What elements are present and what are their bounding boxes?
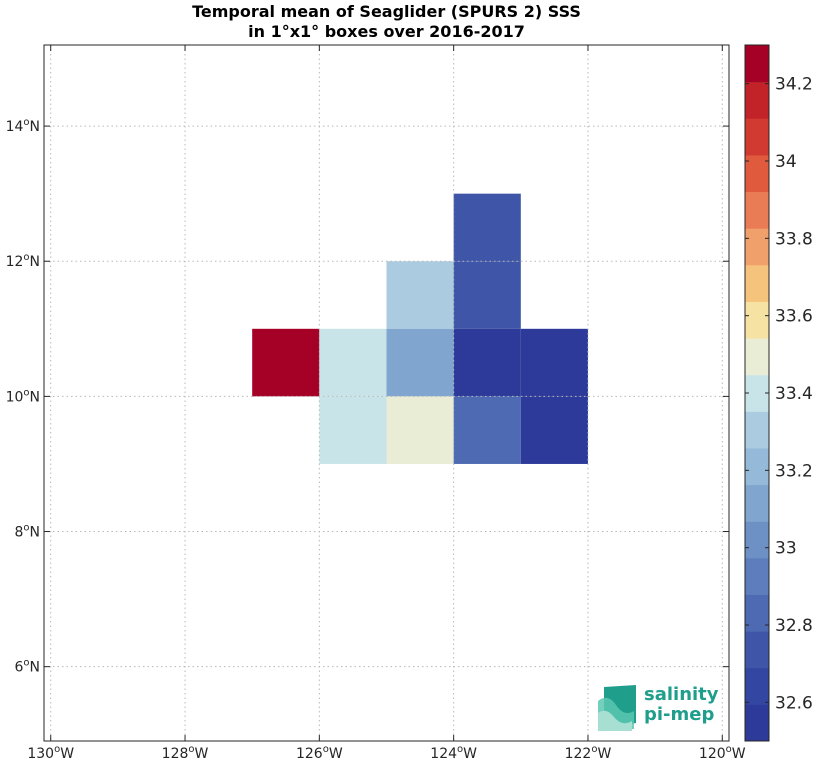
colorbar-swatch-12 (745, 264, 769, 302)
colorbar-tick-label-2: 33 (775, 539, 797, 559)
salinity-cell-11 (520, 396, 588, 464)
colorbar-swatch-10 (745, 338, 769, 376)
grid-lines (44, 45, 729, 741)
salinity-cell-0 (252, 328, 320, 397)
salinity-cell-8 (319, 396, 387, 464)
colorbar-swatch-15 (745, 154, 769, 193)
salinity-cell-5 (453, 261, 521, 329)
colorbar-swatch-16 (745, 118, 769, 156)
colorbar-tick-label-4: 33.4 (775, 384, 813, 404)
x-tick-label-2: 126oW (296, 744, 343, 762)
colorbar-swatch-14 (745, 191, 769, 229)
map-frame (43, 44, 730, 742)
salinity-cell-1 (319, 328, 387, 397)
logo-text-line-1: salinity (644, 684, 719, 705)
x-tick-label-0: 130oW (27, 744, 74, 762)
colorbar-swatch-3 (745, 594, 769, 632)
salinity-cell-4 (453, 193, 521, 262)
x-axis-ticks: 130oW 128oW 126oW 124oW 122oW 120oW (27, 45, 746, 762)
y-tick-label-3: 12oN (6, 252, 40, 270)
salinity-cell-7 (520, 328, 588, 397)
y-tick-label-0: 6oN (14, 658, 40, 676)
colorbar-swatch-17 (745, 81, 769, 119)
colorbar-tick-label-0: 32.6 (775, 693, 813, 713)
logo-text-line-2: pi-mep (644, 704, 715, 725)
colorbar-tick-label-3: 33.2 (775, 461, 813, 481)
salinity-cell-2 (386, 261, 454, 329)
waves-logo-icon (598, 685, 636, 731)
colorbar-swatch-0 (745, 704, 769, 742)
colorbar-tick-label-7: 34 (775, 152, 797, 172)
x-tick-label-1: 128oW (162, 744, 209, 762)
x-tick-label-3: 124oW (430, 744, 477, 762)
colorbar-tick-label-1: 32.8 (775, 616, 813, 636)
chart-title-line-2: in 1°x1° boxes over 2016-2017 (248, 22, 525, 41)
y-tick-label-2: 10oN (6, 387, 40, 405)
salinity-cell-10 (453, 396, 521, 464)
x-tick-label-4: 122oW (565, 744, 612, 762)
y-tick-label-1: 8oN (14, 523, 40, 541)
colorbar-swatch-8 (745, 411, 769, 449)
colorbar-swatch-13 (745, 228, 769, 266)
salinity-cell-3 (386, 328, 454, 397)
x-tick-label-5: 120oW (699, 744, 746, 762)
y-axis-ticks: 6oN 8oN 10oN 12oN 14oN (6, 117, 729, 676)
salinity-pi-mep-logo: salinity pi-mep (596, 683, 726, 733)
colorbar-swatch-7 (745, 447, 769, 486)
colorbar-tick-label-5: 33.6 (775, 307, 813, 327)
y-tick-label-4: 14oN (6, 117, 40, 135)
colorbar-tick-label-6: 33.8 (775, 229, 813, 249)
colorbar: 32.6 32.8 33 33.2 33.4 33.6 33.8 34 34.2 (744, 44, 813, 742)
colorbar-swatch-2 (745, 631, 769, 669)
colorbar-swatch-1 (745, 667, 769, 705)
colorbar-swatch-6 (745, 484, 769, 522)
colorbar-swatch-11 (745, 301, 769, 339)
colorbar-swatch-18 (745, 45, 769, 83)
colorbar-tick-label-8: 34.2 (775, 75, 813, 95)
colorbar-swatch-4 (745, 557, 769, 595)
salinity-cell-6 (453, 328, 521, 397)
colorbar-swatch-5 (745, 521, 769, 559)
chart-title-line-1: Temporal mean of Seaglider (SPURS 2) SSS (192, 2, 581, 21)
salinity-cells (252, 193, 588, 464)
salinity-cell-9 (386, 396, 454, 464)
